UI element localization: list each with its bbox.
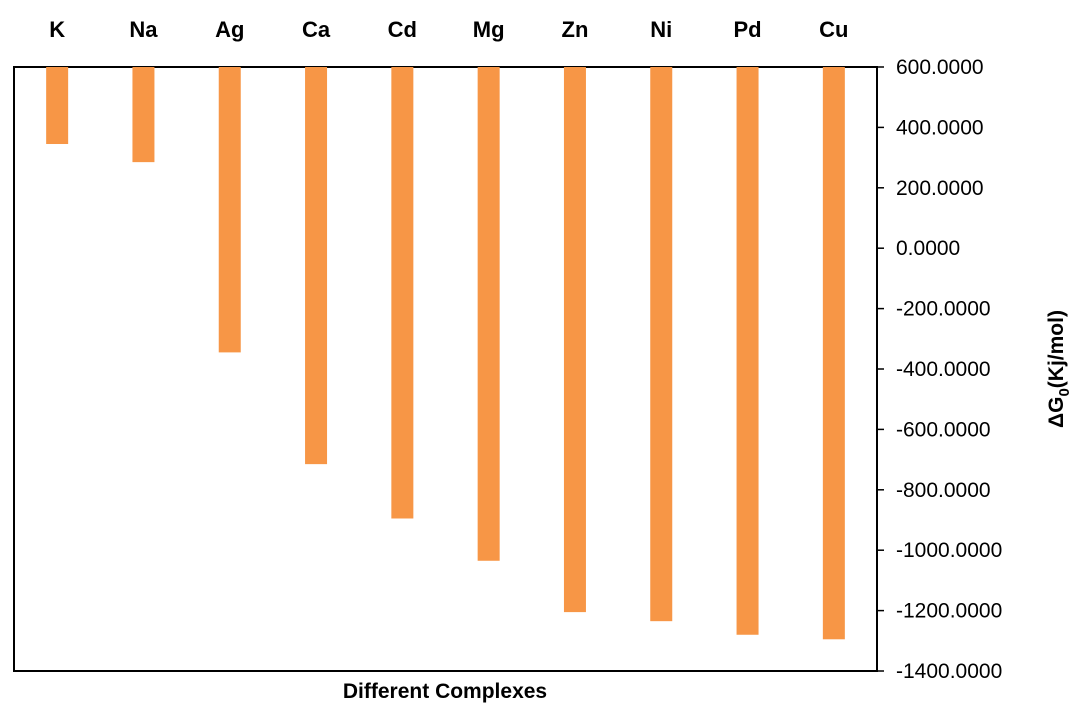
category-labels-group: K Na Ag Ca Cd Mg Zn Ni Pd Cu xyxy=(49,17,848,42)
category-label-ag: Ag xyxy=(215,17,244,42)
y-tick-label: -800.0000 xyxy=(896,479,991,502)
bar-ni xyxy=(650,67,673,622)
category-label-zn: Zn xyxy=(562,17,589,42)
y-tick-label: 600.0000 xyxy=(896,56,984,79)
category-label-ni: Ni xyxy=(650,17,672,42)
y-tick-label: -1400.0000 xyxy=(896,660,1002,683)
y-axis-title: ΔG0(Kj/mol) xyxy=(1045,310,1069,428)
y-axis-title-main: ΔG xyxy=(1045,397,1068,428)
bar-ca xyxy=(305,67,328,465)
bar-pd xyxy=(736,67,759,635)
x-axis-title: Different Complexes xyxy=(343,680,547,703)
category-label-na: Na xyxy=(129,17,158,42)
bar-na xyxy=(132,67,155,163)
y-tick-label: -400.0000 xyxy=(896,358,991,381)
y-tick-label: 0.0000 xyxy=(896,237,960,260)
y-tick-label: -1200.0000 xyxy=(896,600,1002,623)
y-tick-label: -1000.0000 xyxy=(896,539,1002,562)
bar-ag xyxy=(218,67,241,353)
category-label-cd: Cd xyxy=(388,17,417,42)
y-tick-label: 200.0000 xyxy=(896,177,984,200)
bars-group xyxy=(46,67,845,640)
category-label-cu: Cu xyxy=(819,17,848,42)
y-tick-label: -600.0000 xyxy=(896,418,991,441)
bar-mg xyxy=(477,67,500,561)
y-tick-label: 400.0000 xyxy=(896,116,984,139)
y-axis-title-unit: (Kj/mol) xyxy=(1045,310,1068,388)
bar-zn xyxy=(563,67,586,613)
bar-cd xyxy=(391,67,414,519)
category-label-pd: Pd xyxy=(733,17,761,42)
category-label-mg: Mg xyxy=(473,17,505,42)
y-axis-title-subscript: 0 xyxy=(1056,388,1069,396)
category-label-k: K xyxy=(49,17,65,42)
y-tick-label: -200.0000 xyxy=(896,298,991,321)
category-label-ca: Ca xyxy=(302,17,331,42)
bar-cu xyxy=(822,67,845,640)
bar-k xyxy=(46,67,69,145)
value-axis-ticks-group: 600.0000 400.0000 200.0000 0.0000 -200.0000 -… xyxy=(877,56,1002,683)
